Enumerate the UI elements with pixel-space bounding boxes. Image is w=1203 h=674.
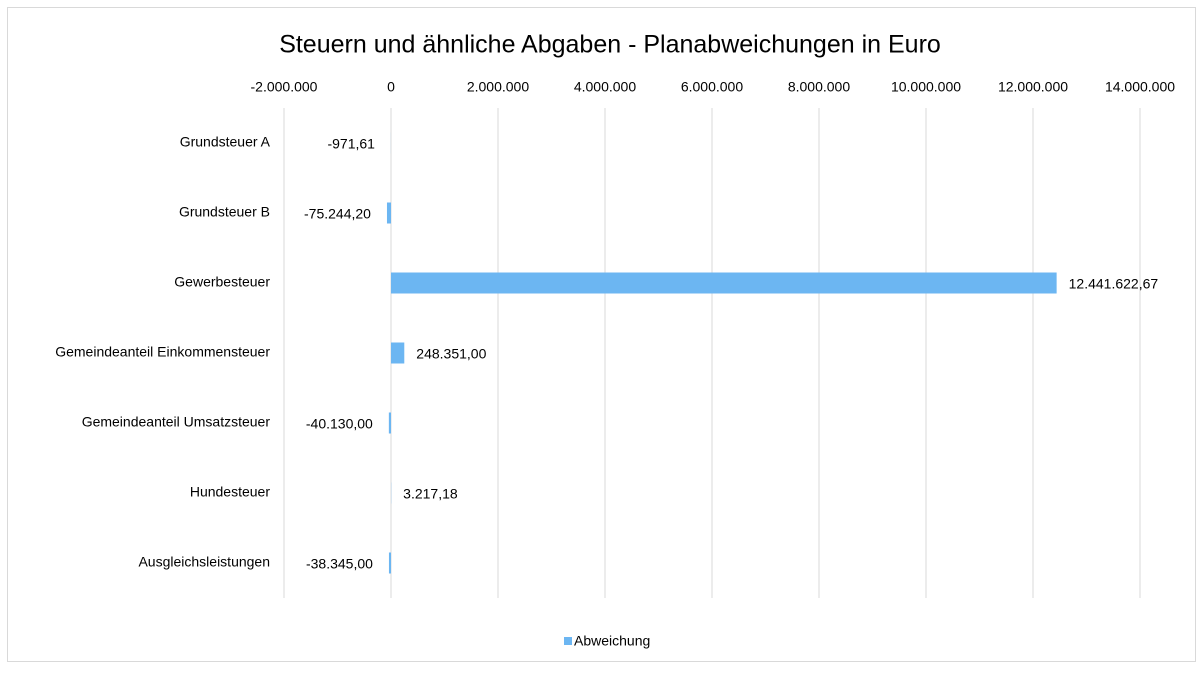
y-tick-label: Grundsteuer A <box>180 134 271 150</box>
x-tick-label: -2.000.000 <box>251 79 318 95</box>
data-label: -40.130,00 <box>306 416 373 432</box>
chart-title: Steuern und ähnliche Abgaben - Planabwei… <box>279 31 941 59</box>
data-label: -75.244,20 <box>304 206 371 222</box>
y-tick-label: Ausgleichsleistungen <box>138 554 270 570</box>
data-label: -38.345,00 <box>306 556 373 572</box>
data-label: 3.217,18 <box>403 486 458 502</box>
bar <box>387 203 391 224</box>
x-tick-label: 6.000.000 <box>681 79 743 95</box>
x-tick-label: 0 <box>387 79 395 95</box>
y-tick-label: Gemeindeanteil Einkommensteuer <box>55 344 270 360</box>
data-label: 248.351,00 <box>416 346 486 362</box>
x-tick-label: 10.000.000 <box>891 79 961 95</box>
bar <box>389 553 391 574</box>
data-label: -971,61 <box>327 136 375 152</box>
x-tick-label: 4.000.000 <box>574 79 636 95</box>
x-tick-label: 12.000.000 <box>998 79 1068 95</box>
bar <box>391 343 404 364</box>
y-tick-label: Grundsteuer B <box>179 204 270 220</box>
x-tick-label: 14.000.000 <box>1105 79 1175 95</box>
legend-label: Abweichung <box>574 633 650 649</box>
y-tick-label: Gewerbesteuer <box>174 274 270 290</box>
x-tick-label: 8.000.000 <box>788 79 850 95</box>
bar <box>389 413 391 434</box>
y-tick-label: Gemeindeanteil Umsatzsteuer <box>82 414 271 430</box>
legend-swatch <box>564 637 572 645</box>
x-tick-label: 2.000.000 <box>467 79 529 95</box>
data-label: 12.441.622,67 <box>1069 276 1159 292</box>
bar <box>391 273 1057 294</box>
y-tick-label: Hundesteuer <box>190 484 271 500</box>
